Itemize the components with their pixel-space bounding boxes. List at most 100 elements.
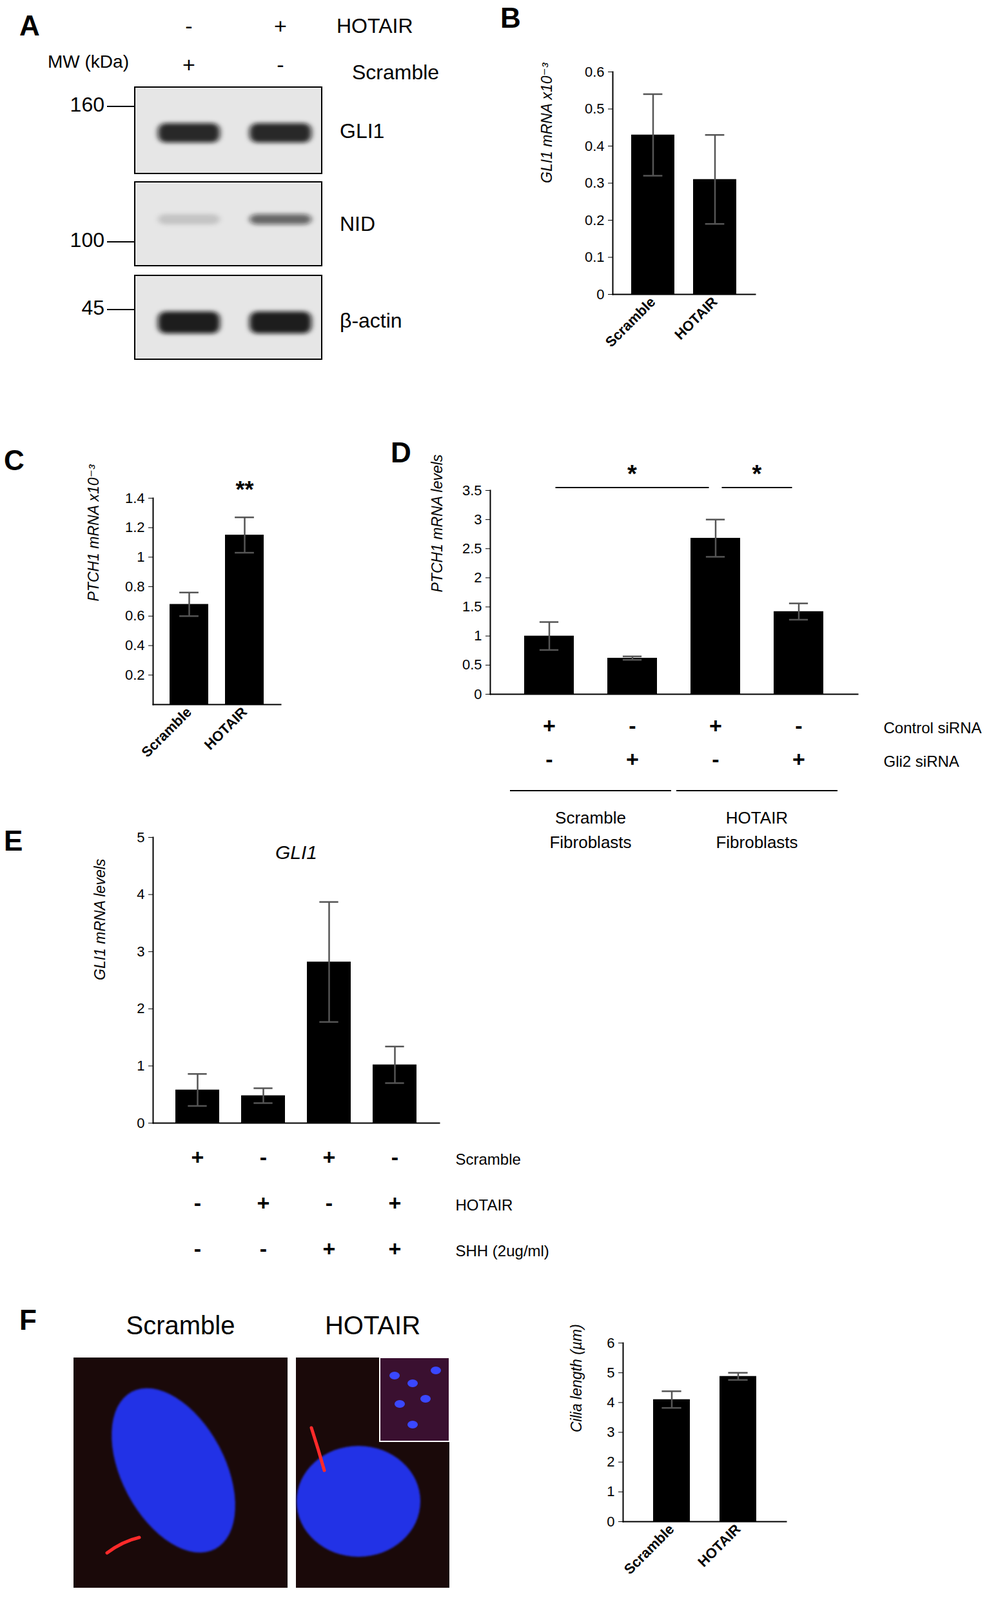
svg-text:0.5: 0.5	[462, 656, 483, 673]
svg-text:-: -	[711, 746, 719, 772]
svg-text:1: 1	[606, 1482, 615, 1499]
svg-text:HOTAIR: HOTAIR	[201, 703, 251, 753]
svg-text:HOTAIR: HOTAIR	[725, 807, 788, 828]
html-text:E: E	[3, 824, 23, 857]
svg-text:1.2: 1.2	[125, 518, 146, 536]
html-text:F: F	[19, 1303, 37, 1336]
svg-text:Scramble: Scramble	[137, 703, 195, 761]
svg-text:0: 0	[606, 1513, 615, 1530]
svg-text:0.4: 0.4	[584, 137, 605, 155]
svg-text:1: 1	[473, 627, 482, 644]
svg-text:-: -	[276, 52, 284, 77]
svg-text:3: 3	[473, 511, 482, 528]
svg-text:Control siRNA: Control siRNA	[883, 718, 982, 737]
svg-text:Gli2 siRNA: Gli2 siRNA	[883, 752, 960, 770]
svg-text:MW (kDa): MW (kDa)	[47, 51, 129, 72]
svg-text:Fibroblasts: Fibroblasts	[549, 832, 632, 852]
svg-text:100: 100	[70, 228, 105, 252]
svg-text:PTCH1 mRNA x10⁻³: PTCH1 mRNA x10⁻³	[85, 463, 102, 601]
svg-text:GLI1 mRNA levels: GLI1 mRNA levels	[91, 858, 109, 980]
svg-text:HOTAIR: HOTAIR	[694, 1520, 744, 1570]
svg-text:GLI1: GLI1	[339, 119, 385, 143]
svg-text:PTCH1 mRNA levels: PTCH1 mRNA levels	[428, 453, 446, 592]
svg-text:-: -	[794, 713, 803, 738]
svg-text:2: 2	[136, 999, 145, 1017]
svg-text:5: 5	[136, 829, 145, 846]
html-text:C: C	[3, 444, 25, 476]
svg-text:0: 0	[596, 286, 605, 303]
svg-text:HOTAIR: HOTAIR	[324, 1310, 421, 1340]
html-text:B: B	[500, 1, 521, 34]
svg-text:2: 2	[473, 569, 482, 586]
svg-text:Scramble: Scramble	[602, 293, 659, 351]
svg-text:-: -	[259, 1144, 267, 1169]
svg-text:3.5: 3.5	[462, 482, 483, 499]
svg-text:**: **	[235, 476, 254, 503]
svg-text:0.2: 0.2	[125, 666, 146, 683]
svg-text:+: +	[388, 1190, 402, 1215]
html-text:A: A	[19, 9, 40, 42]
svg-text:1: 1	[136, 548, 145, 565]
svg-text:-: -	[194, 1235, 202, 1261]
svg-text:NID: NID	[339, 212, 376, 236]
svg-text:HOTAIR: HOTAIR	[455, 1195, 514, 1214]
svg-text:0: 0	[473, 685, 482, 703]
svg-text:*: *	[752, 460, 763, 488]
svg-text:2.5: 2.5	[462, 540, 483, 557]
svg-text:HOTAIR: HOTAIR	[336, 14, 414, 38]
svg-text:160: 160	[70, 92, 105, 117]
svg-text:0.5: 0.5	[584, 100, 605, 117]
svg-text:*: *	[627, 460, 637, 488]
svg-text:45: 45	[81, 295, 105, 320]
svg-text:1.5: 1.5	[462, 598, 483, 615]
svg-text:Scramble: Scramble	[555, 807, 627, 828]
svg-text:β-actin: β-actin	[339, 308, 403, 333]
svg-text:+: +	[191, 1144, 205, 1169]
svg-text:1.4: 1.4	[125, 489, 146, 507]
svg-text:-: -	[391, 1144, 399, 1169]
svg-text:SHH (2ug/ml): SHH (2ug/ml)	[455, 1241, 550, 1260]
svg-text:-: -	[545, 746, 553, 772]
svg-text:+: +	[274, 13, 287, 39]
svg-text:+: +	[182, 52, 196, 77]
svg-text:0.8: 0.8	[125, 578, 146, 595]
svg-text:-: -	[194, 1190, 202, 1215]
svg-text:0.1: 0.1	[584, 248, 605, 265]
svg-text:+: +	[542, 713, 556, 738]
svg-text:+: +	[388, 1235, 402, 1261]
svg-text:2: 2	[606, 1453, 615, 1470]
svg-text:-: -	[185, 13, 193, 39]
svg-text:0.3: 0.3	[584, 174, 605, 191]
svg-text:3: 3	[606, 1423, 615, 1440]
svg-text:-: -	[628, 713, 636, 738]
svg-text:4: 4	[136, 885, 145, 902]
svg-text:-: -	[259, 1235, 267, 1261]
svg-text:+: +	[323, 1144, 336, 1169]
svg-text:0.2: 0.2	[584, 212, 605, 229]
svg-text:6: 6	[606, 1334, 615, 1351]
svg-text:1: 1	[136, 1057, 145, 1074]
svg-text:0: 0	[136, 1114, 145, 1131]
svg-text:-: -	[325, 1190, 333, 1215]
svg-text:5: 5	[606, 1364, 615, 1381]
svg-text:Cilia length (µm): Cilia length (µm)	[567, 1323, 585, 1432]
svg-text:3: 3	[136, 943, 145, 960]
svg-text:Scramble: Scramble	[126, 1310, 236, 1340]
svg-text:Fibroblasts: Fibroblasts	[715, 832, 798, 852]
svg-text:+: +	[323, 1235, 336, 1261]
svg-text:GLI1: GLI1	[275, 841, 318, 863]
html-text:D: D	[390, 436, 412, 469]
svg-text:0.4: 0.4	[125, 636, 146, 654]
svg-text:+: +	[257, 1190, 271, 1215]
svg-text:HOTAIR: HOTAIR	[671, 293, 721, 343]
svg-text:0.6: 0.6	[125, 607, 146, 624]
svg-text:+: +	[709, 713, 723, 738]
svg-text:Scramble: Scramble	[620, 1520, 678, 1577]
svg-text:0.6: 0.6	[584, 63, 605, 80]
svg-text:Scramble: Scramble	[352, 60, 440, 84]
svg-text:Scramble: Scramble	[455, 1150, 521, 1168]
svg-text:+: +	[626, 746, 639, 772]
svg-text:4: 4	[606, 1393, 615, 1411]
svg-text:GLI1 mRNA x10⁻³: GLI1 mRNA x10⁻³	[538, 61, 556, 184]
svg-text:+: +	[792, 746, 806, 772]
